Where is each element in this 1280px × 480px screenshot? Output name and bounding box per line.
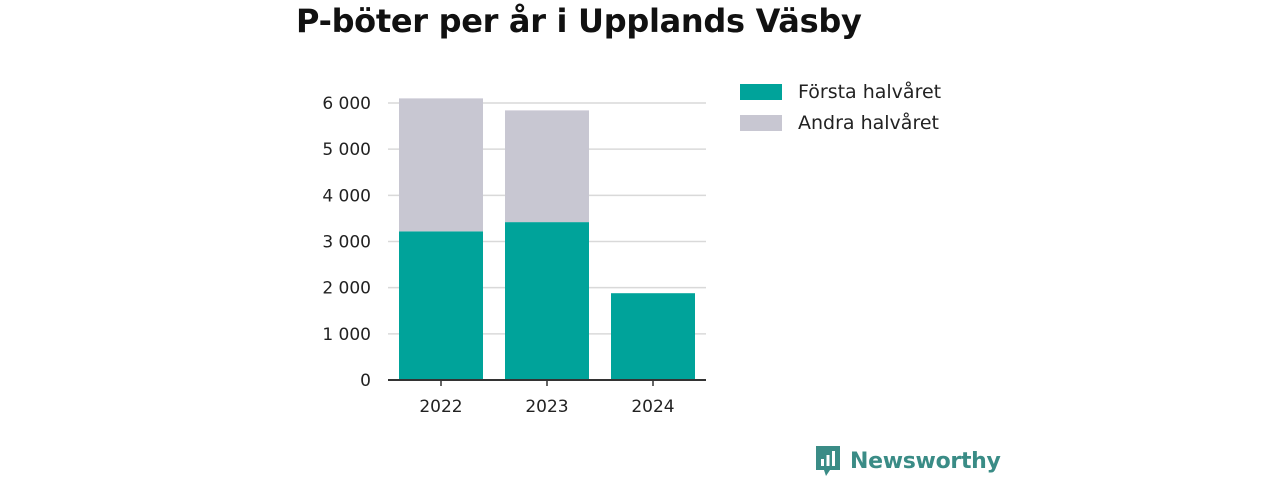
bar-2022-series-0[interactable] — [399, 231, 483, 380]
bar-2023-series-0[interactable] — [505, 222, 589, 380]
legend-swatch-second-half — [740, 114, 782, 131]
bar-2024-series-0[interactable] — [611, 293, 695, 380]
x-tick-label: 2024 — [631, 397, 674, 417]
legend-item-first-half[interactable]: Första halvåret — [740, 76, 941, 107]
brand-name: Newsworthy — [850, 448, 1001, 474]
y-tick-label: 4 000 — [322, 186, 371, 206]
legend-label-second-half: Andra halvåret — [798, 111, 939, 134]
bar-2022-series-1[interactable] — [399, 98, 483, 232]
y-tick-label: 1 000 — [322, 325, 371, 345]
newsworthy-logo-icon — [816, 446, 840, 476]
bars — [399, 98, 695, 380]
x-tick-label: 2022 — [419, 397, 462, 417]
legend-swatch-first-half — [740, 83, 782, 100]
y-tick-label: 6 000 — [322, 94, 371, 114]
legend-item-second-half[interactable]: Andra halvåret — [740, 107, 941, 138]
x-tick-label: 2023 — [525, 397, 568, 417]
legend-label-first-half: Första halvåret — [798, 80, 942, 103]
bar-2023-series-1[interactable] — [505, 110, 589, 223]
y-tick-label: 2 000 — [322, 279, 371, 299]
axes: 0 1 000 2 000 3 000 4 000 5 000 6 000 2022 2023 2… — [322, 94, 706, 417]
legend: Första halvåret Andra halvåret — [740, 76, 941, 138]
chart-title: P-böter per år i Upplands Väsby — [296, 2, 862, 40]
newsworthy-branding[interactable]: Newsworthy — [814, 444, 1001, 478]
y-tick-label: 5 000 — [322, 140, 371, 160]
y-tick-label: 3 000 — [322, 233, 371, 253]
y-tick-label: 0 — [360, 371, 371, 391]
